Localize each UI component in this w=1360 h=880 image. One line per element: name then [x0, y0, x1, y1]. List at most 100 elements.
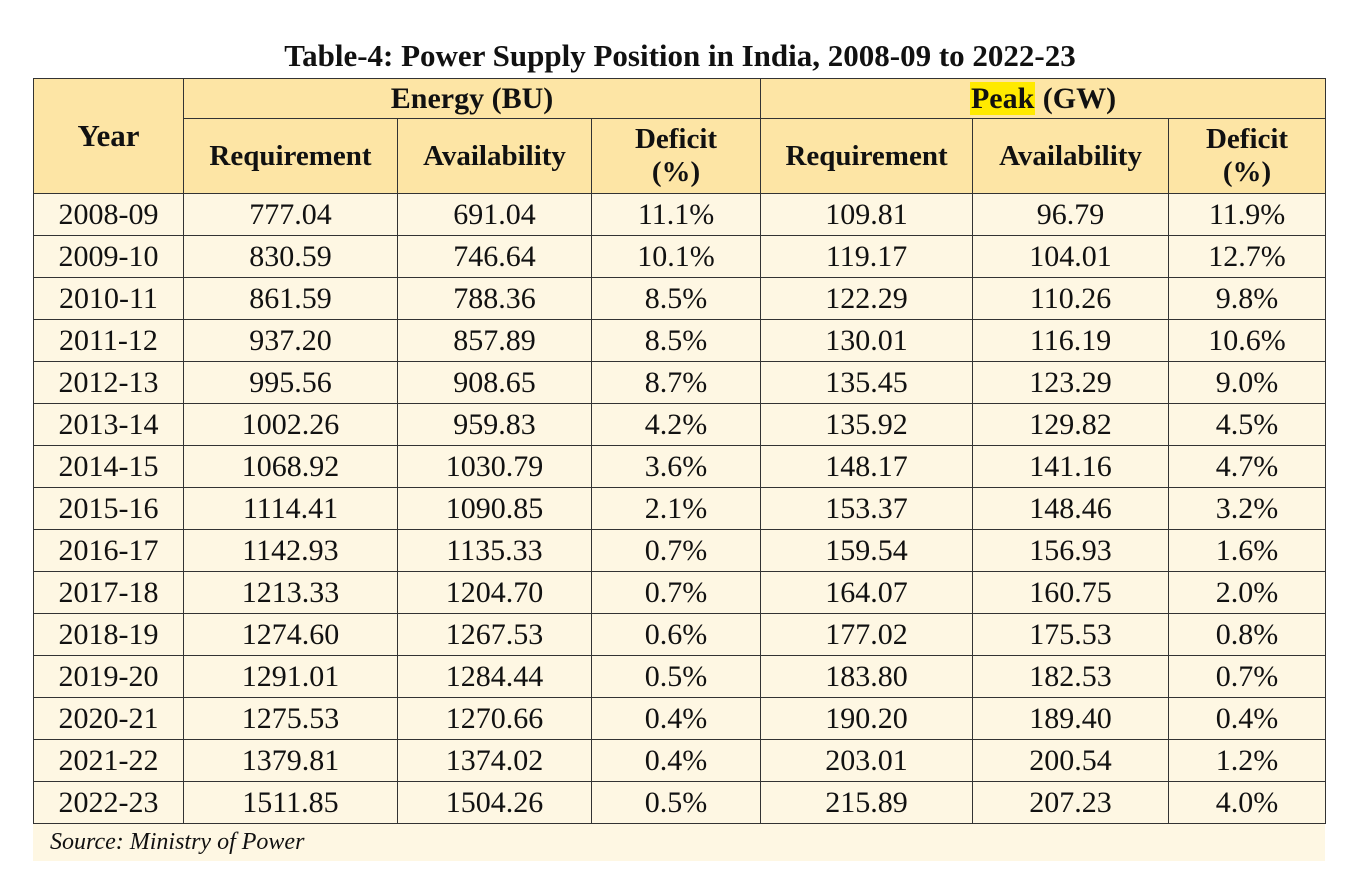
- peak-requirement-cell: 119.17: [760, 235, 974, 278]
- power-supply-table: Year Energy (BU) Peak (GW) Requirement A…: [33, 78, 1327, 824]
- table-row: 2019-20 1291.01 1284.44 0.5% 183.80 182.53 0.7…: [33, 655, 1327, 698]
- energy-deficit-cell: 11.1%: [590, 193, 762, 236]
- peak-deficit-cell: 12.7%: [1168, 235, 1327, 278]
- peak-availability-cell: 148.46: [972, 487, 1170, 530]
- peak-availability-cell: 96.79: [972, 193, 1170, 236]
- peak-availability-cell: 156.93: [972, 529, 1170, 572]
- energy-requirement-cell: 1002.26: [183, 403, 398, 446]
- peak-availability-cell: 123.29: [972, 361, 1170, 404]
- peak-availability-cell: 129.82: [972, 403, 1170, 446]
- peak-deficit-cell: 4.7%: [1168, 445, 1327, 488]
- energy-deficit-header: Deficit (%): [590, 118, 762, 194]
- energy-availability-cell: 1030.79: [397, 445, 592, 488]
- year-cell: 2010-11: [33, 277, 184, 320]
- energy-requirement-cell: 995.56: [183, 361, 398, 404]
- year-cell: 2015-16: [33, 487, 184, 530]
- peak-deficit-cell: 1.6%: [1168, 529, 1327, 572]
- energy-availability-cell: 1135.33: [397, 529, 592, 572]
- energy-availability-cell: 959.83: [397, 403, 592, 446]
- table-row: 2018-19 1274.60 1267.53 0.6% 177.02 175.53 0.8…: [33, 613, 1327, 656]
- peak-highlighted-word: Peak: [969, 81, 1036, 115]
- energy-availability-cell: 1504.26: [397, 781, 592, 824]
- energy-requirement-cell: 937.20: [183, 319, 398, 362]
- energy-deficit-cell: 8.7%: [590, 361, 762, 404]
- energy-requirement-header: Requirement: [183, 118, 398, 194]
- table-body: 2008-09 777.04 691.04 11.1% 109.81 96.79 11.9%…: [33, 193, 1327, 824]
- year-cell: 2021-22: [33, 739, 184, 782]
- energy-requirement-cell: 861.59: [183, 277, 398, 320]
- peak-deficit-cell: 1.2%: [1168, 739, 1327, 782]
- table-row: 2013-14 1002.26 959.83 4.2% 135.92 129.82 4.5%: [33, 403, 1327, 446]
- year-header: Year: [33, 78, 184, 194]
- peak-requirement-cell: 109.81: [760, 193, 974, 236]
- peak-requirement-cell: 130.01: [760, 319, 974, 362]
- energy-deficit-cell: 0.5%: [590, 781, 762, 824]
- peak-availability-cell: 189.40: [972, 697, 1170, 740]
- energy-deficit-cell: 0.4%: [590, 697, 762, 740]
- table-row: 2011-12 937.20 857.89 8.5% 130.01 116.19 10.6%: [33, 319, 1327, 362]
- energy-availability-cell: 1090.85: [397, 487, 592, 530]
- year-cell: 2020-21: [33, 697, 184, 740]
- energy-availability-cell: 1284.44: [397, 655, 592, 698]
- energy-availability-cell: 1270.66: [397, 697, 592, 740]
- energy-availability-cell: 691.04: [397, 193, 592, 236]
- energy-deficit-cell: 8.5%: [590, 277, 762, 320]
- energy-deficit-cell: 4.2%: [590, 403, 762, 446]
- table-row: 2016-17 1142.93 1135.33 0.7% 159.54 156.93 1.6…: [33, 529, 1327, 572]
- year-cell: 2013-14: [33, 403, 184, 446]
- peak-availability-cell: 207.23: [972, 781, 1170, 824]
- energy-requirement-cell: 1511.85: [183, 781, 398, 824]
- peak-deficit-cell: 0.8%: [1168, 613, 1327, 656]
- power-supply-table-container: Year Energy (BU) Peak (GW) Requirement A…: [33, 78, 1327, 861]
- peak-requirement-cell: 203.01: [760, 739, 974, 782]
- peak-deficit-header: Deficit (%): [1168, 118, 1327, 194]
- peak-deficit-cell: 3.2%: [1168, 487, 1327, 530]
- energy-requirement-cell: 1275.53: [183, 697, 398, 740]
- energy-requirement-cell: 1213.33: [183, 571, 398, 614]
- energy-deficit-cell: 0.4%: [590, 739, 762, 782]
- peak-deficit-cell: 9.0%: [1168, 361, 1327, 404]
- energy-requirement-cell: 1068.92: [183, 445, 398, 488]
- peak-deficit-cell: 9.8%: [1168, 277, 1327, 320]
- peak-requirement-cell: 177.02: [760, 613, 974, 656]
- energy-deficit-cell: 10.1%: [590, 235, 762, 278]
- year-cell: 2016-17: [33, 529, 184, 572]
- energy-availability-cell: 1374.02: [397, 739, 592, 782]
- peak-requirement-cell: 215.89: [760, 781, 974, 824]
- table-row: 2022-23 1511.85 1504.26 0.5% 215.89 207.23 4.0…: [33, 781, 1327, 824]
- peak-deficit-cell: 4.0%: [1168, 781, 1327, 824]
- energy-availability-cell: 746.64: [397, 235, 592, 278]
- table-row: 2014-15 1068.92 1030.79 3.6% 148.17 141.16 4.7…: [33, 445, 1327, 488]
- peak-availability-cell: 175.53: [972, 613, 1170, 656]
- peak-deficit-cell: 0.7%: [1168, 655, 1327, 698]
- energy-requirement-cell: 830.59: [183, 235, 398, 278]
- peak-group-header: Peak (GW): [760, 78, 1327, 119]
- table-row: 2012-13 995.56 908.65 8.7% 135.45 123.29 9.0%: [33, 361, 1327, 404]
- energy-availability-cell: 1267.53: [397, 613, 592, 656]
- energy-group-header: Energy (BU): [182, 78, 762, 119]
- peak-unit: (GW): [1035, 81, 1117, 115]
- peak-requirement-cell: 135.45: [760, 361, 974, 404]
- year-cell: 2019-20: [33, 655, 184, 698]
- table-row: 2017-18 1213.33 1204.70 0.7% 164.07 160.75 2.0…: [33, 571, 1327, 614]
- peak-requirement-cell: 159.54: [760, 529, 974, 572]
- peak-availability-cell: 104.01: [972, 235, 1170, 278]
- energy-availability-cell: 788.36: [397, 277, 592, 320]
- energy-availability-cell: 857.89: [397, 319, 592, 362]
- peak-availability-cell: 141.16: [972, 445, 1170, 488]
- peak-availability-header: Availability: [972, 118, 1170, 194]
- energy-availability-cell: 908.65: [397, 361, 592, 404]
- source-note: Source: Ministry of Power: [33, 824, 1325, 861]
- energy-deficit-cell: 3.6%: [590, 445, 762, 488]
- energy-deficit-cell: 0.5%: [590, 655, 762, 698]
- table-row: 2008-09 777.04 691.04 11.1% 109.81 96.79 11.9%: [33, 193, 1327, 236]
- energy-deficit-cell: 8.5%: [590, 319, 762, 362]
- table-row: 2020-21 1275.53 1270.66 0.4% 190.20 189.40 0.4…: [33, 697, 1327, 740]
- year-cell: 2014-15: [33, 445, 184, 488]
- energy-deficit-cell: 0.7%: [590, 571, 762, 614]
- peak-requirement-cell: 164.07: [760, 571, 974, 614]
- year-cell: 2018-19: [33, 613, 184, 656]
- year-cell: 2008-09: [33, 193, 184, 236]
- energy-deficit-cell: 0.7%: [590, 529, 762, 572]
- energy-requirement-cell: 1274.60: [183, 613, 398, 656]
